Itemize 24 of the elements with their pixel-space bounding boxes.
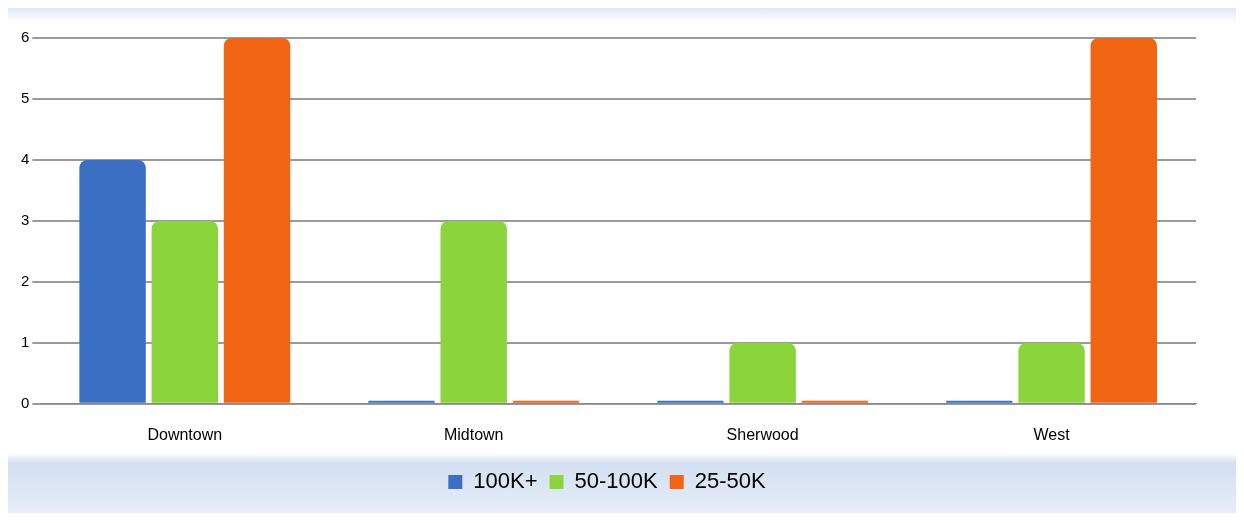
legend-label: 50-100K	[574, 468, 659, 494]
y-tick-label: 4	[21, 150, 30, 168]
bar	[79, 159, 146, 403]
bar	[368, 400, 435, 403]
bar	[657, 400, 724, 403]
legend-label: 100K+	[473, 468, 538, 494]
y-tick-label: 3	[21, 211, 30, 229]
bar	[801, 400, 869, 403]
bar	[512, 400, 580, 403]
x-tick-label: West	[1033, 425, 1071, 443]
x-tick-label: Sherwood	[726, 425, 799, 443]
bar	[1090, 38, 1157, 403]
bar	[440, 220, 507, 403]
bar	[151, 220, 219, 403]
x-tick-label: Midtown	[443, 425, 504, 443]
legend-label: 25-50K	[694, 468, 766, 494]
y-tick-label: 1	[21, 332, 30, 350]
y-tick-label: 6	[21, 28, 30, 46]
bar	[223, 38, 291, 403]
y-tick-label: 5	[21, 89, 30, 107]
bar	[946, 400, 1013, 403]
x-tick-label: Downtown	[147, 425, 223, 443]
y-tick-label: 2	[21, 272, 30, 290]
y-tick-label: 0	[21, 393, 30, 411]
